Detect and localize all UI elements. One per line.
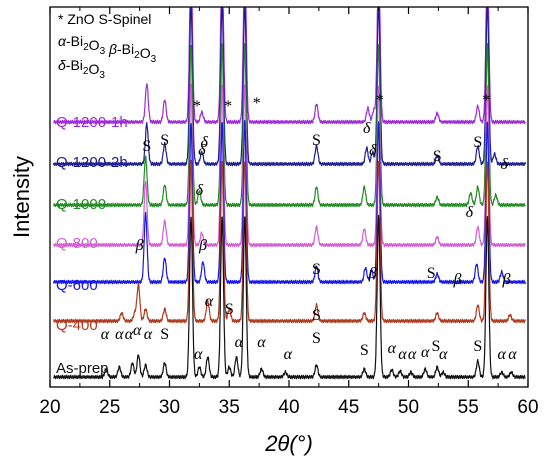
phase-marker: α	[388, 340, 397, 357]
series-label-Q-600: Q-600	[56, 277, 98, 294]
x-tick-label: 45	[338, 397, 359, 418]
spinel-marker: S	[473, 338, 482, 355]
spinel-marker: S	[312, 132, 321, 149]
phase-marker: α	[497, 346, 506, 363]
spinel-marker: S	[312, 330, 321, 347]
phase-marker: α	[439, 346, 448, 363]
zno-marker: *	[253, 95, 261, 112]
spinel-marker: S	[142, 138, 151, 155]
series-label-Q-400: Q-400	[56, 317, 98, 334]
phase-marker: α	[101, 326, 110, 343]
phase-marker: δ	[363, 120, 371, 137]
phase-marker: α	[508, 346, 517, 363]
x-tick-label: 55	[458, 397, 479, 418]
phase-marker: β	[453, 271, 462, 288]
spinel-marker: S	[312, 261, 321, 278]
phase-marker: α	[235, 334, 244, 351]
spinel-marker: S	[225, 301, 234, 318]
phase-marker: δ	[196, 182, 204, 199]
legend-line-0: * ZnO S-Spinel	[58, 11, 151, 27]
legend-line-1: α-Bi2O3 β-Bi2O3	[58, 33, 157, 65]
phase-marker: α	[194, 346, 203, 363]
x-tick-label: 50	[398, 397, 419, 418]
series-label-Q-1000: Q-1000	[56, 196, 106, 213]
spinel-marker: S	[427, 265, 436, 282]
tick-layer: 20 25 30 35 40 45 50 55 60	[39, 7, 539, 418]
x-tick-label: 40	[278, 397, 299, 418]
spinel-marker: S	[473, 134, 482, 151]
spinel-marker: S	[312, 307, 321, 324]
series-line-Q-800	[53, 83, 526, 248]
series-line-Q-1200-1h	[53, 7, 526, 125]
phase-marker: α	[421, 344, 430, 361]
x-tick-label: 20	[39, 397, 60, 418]
phase-marker: α	[257, 334, 266, 351]
phase-marker: α	[205, 293, 214, 310]
phase-marker: δ	[200, 134, 208, 151]
series-layer: Q-1200-1h Q-1200-2h Q-1000 Q-800 Q-600 Q-400 A…	[53, 7, 526, 380]
series-line-As-prep	[53, 214, 526, 380]
phase-marker: β	[135, 237, 144, 254]
x-tick-label: 60	[517, 397, 538, 418]
series-line-Q-1200-2h	[53, 7, 526, 167]
phase-marker: δ	[369, 142, 377, 159]
phase-marker: β	[198, 237, 207, 254]
series-line-Q-600	[53, 119, 526, 285]
x-tick-label: 35	[219, 397, 240, 418]
series-label-As-prep: As-prep	[56, 360, 109, 377]
series-line-Q-400	[53, 160, 526, 324]
zno-marker: *	[482, 92, 490, 109]
spinel-marker: S	[160, 132, 169, 149]
phase-marker: α	[408, 346, 417, 363]
phase-marker: α	[398, 346, 407, 363]
phase-marker: β	[502, 271, 511, 288]
phase-marker: δ	[466, 204, 474, 221]
series-label-Q-1200-2h: Q-1200-2h	[56, 154, 128, 171]
phase-marker: α	[144, 326, 153, 343]
x-axis-label: 2θ(°)	[264, 431, 313, 456]
spinel-marker: S	[433, 148, 442, 165]
phase-marker: δ	[198, 142, 206, 159]
spinel-marker: S	[160, 326, 169, 343]
zno-marker: *	[376, 92, 384, 109]
x-tick-label: 25	[99, 397, 120, 418]
phase-marker: α	[284, 346, 293, 363]
phase-marker: δ	[500, 156, 508, 173]
spinel-marker: S	[432, 338, 441, 355]
series-label-Q-800: Q-800	[56, 235, 98, 252]
series-label-Q-1200-1h: Q-1200-1h	[56, 114, 128, 131]
zno-marker: *	[193, 98, 201, 115]
series-line-Q-1000	[53, 42, 526, 208]
legend-line-2: δ-Bi2O3	[58, 57, 105, 81]
phase-marker: α	[115, 326, 124, 343]
spinel-marker: S	[360, 342, 369, 359]
x-tick-label: 30	[159, 397, 180, 418]
zno-marker: *	[224, 98, 232, 115]
phase-marker: α	[125, 326, 134, 343]
phase-marker: β	[368, 265, 377, 282]
phase-marker: α	[133, 322, 142, 339]
y-axis-label: Intensity	[9, 156, 34, 238]
